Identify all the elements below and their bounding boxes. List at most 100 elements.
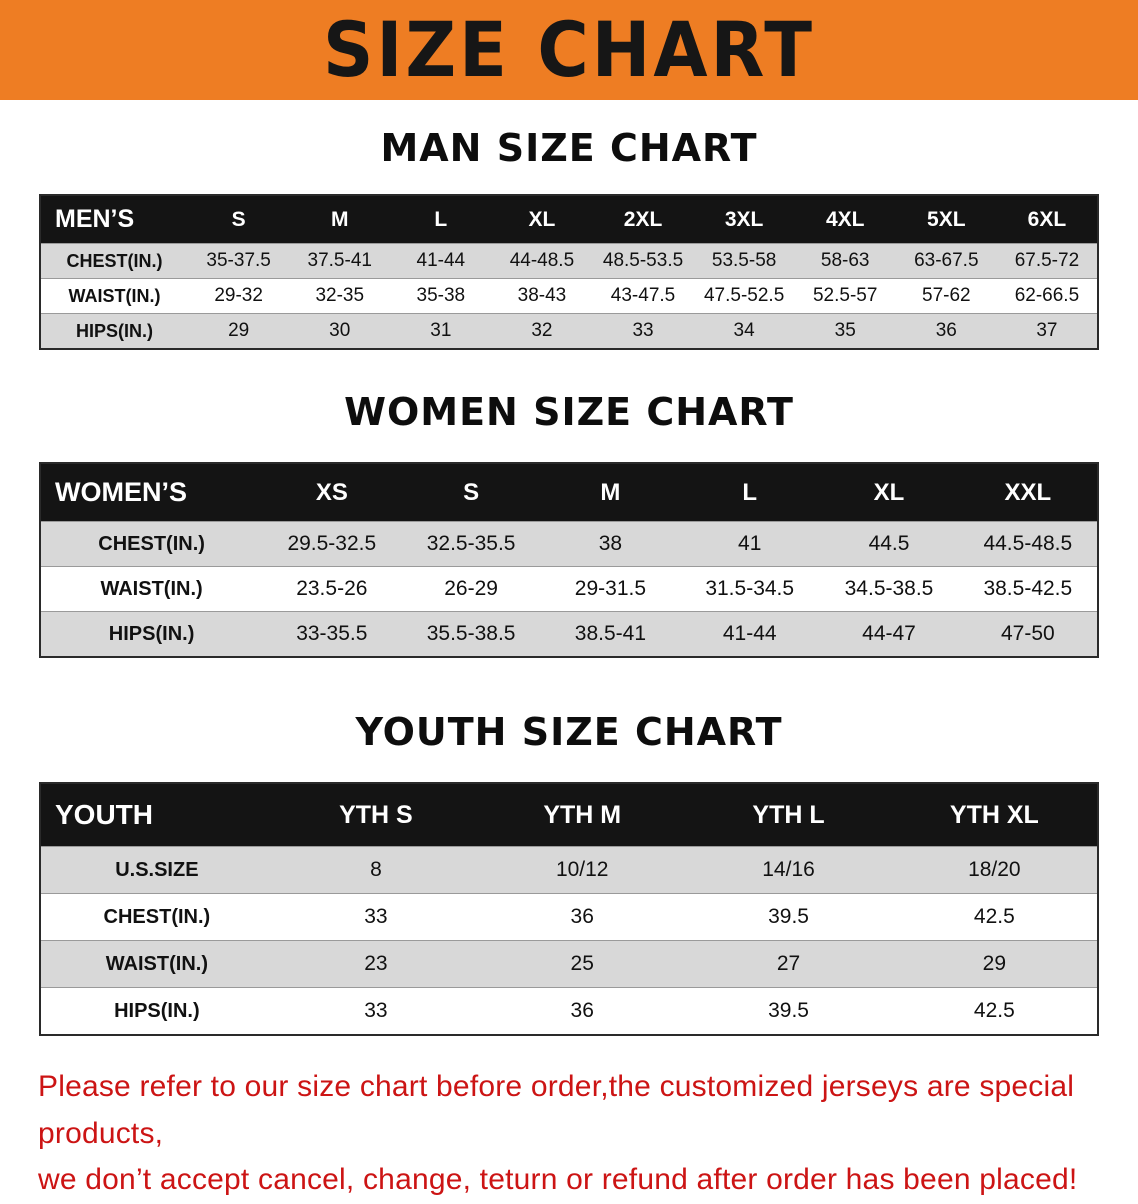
measurement-value-cell: 36 bbox=[935, 320, 957, 341]
measurement-value-cell: 44.5 bbox=[868, 532, 910, 555]
size-column-header: YTH XL bbox=[891, 783, 1098, 847]
measurement-value-cell: 67.5-72 bbox=[1014, 250, 1080, 271]
measurement-value-cell: 43-47.5 bbox=[610, 285, 676, 306]
measurement-row: HIPS(IN.) 33-35.5 35.5-38.5 38.5-41 41-44 44-… bbox=[40, 611, 1098, 657]
row-label: CHEST(IN.) bbox=[98, 532, 205, 555]
measurement-row: HIPS(IN.) 33 36 39.5 42.5 bbox=[40, 987, 1098, 1036]
measurement-value-cell: 39.5 bbox=[768, 905, 809, 928]
measurement-value-cell: 41-44 bbox=[722, 622, 777, 645]
size-column-header: L bbox=[390, 195, 492, 244]
size-column-header: YTH S bbox=[272, 783, 480, 847]
row-label: WAIST(IN.) bbox=[100, 577, 203, 600]
measurement-value-cell: 37.5-41 bbox=[307, 250, 372, 271]
measurement-value-cell: 32 bbox=[531, 320, 553, 341]
size-column-header: L bbox=[680, 463, 820, 522]
measurement-value-cell: 48.5-53.5 bbox=[602, 250, 684, 271]
man-size-table: MEN’S S M L XL 2XL 3XL 4XL 5XL 6XL CHEST(IN.) 35-37… bbox=[39, 194, 1099, 350]
measurement-value-cell: 14/16 bbox=[762, 858, 815, 881]
size-column-header: S bbox=[401, 463, 541, 522]
measurement-value-cell: 47-50 bbox=[1000, 622, 1055, 645]
measurement-value-cell: 58-63 bbox=[820, 250, 870, 271]
size-column-header: XXL bbox=[958, 463, 1098, 522]
measurement-row: CHEST(IN.) 33 36 39.5 42.5 bbox=[40, 893, 1098, 941]
measurement-row: WAIST(IN.) 23.5-26 26-29 29-31.5 31.5-34.5 34… bbox=[40, 566, 1098, 612]
row-label: CHEST(IN.) bbox=[66, 250, 163, 271]
measurement-value-cell: 26-29 bbox=[444, 577, 498, 600]
measurement-value-cell: 44-47 bbox=[862, 622, 916, 645]
row-label: WAIST(IN.) bbox=[68, 285, 161, 306]
measurement-row: CHEST(IN.) 29.5-32.5 32.5-35.5 38 41 44.5 44.5… bbox=[40, 521, 1098, 567]
youth-size-section: YOUTH SIZE CHART YOUTH YTH S YTH M YTH L YTH… bbox=[0, 710, 1138, 1036]
measurement-value-cell: 23 bbox=[364, 952, 388, 975]
measurement-value-cell: 34.5-38.5 bbox=[844, 577, 934, 600]
women-size-table: WOMEN’S XS S M L XL XXL CHEST(IN.) 29.5-32.5 32.5… bbox=[39, 462, 1099, 658]
measurement-value-cell: 57-62 bbox=[922, 285, 971, 306]
measurement-value-cell: 35-37.5 bbox=[206, 250, 271, 271]
measurement-value-cell: 52.5-57 bbox=[812, 285, 878, 306]
measurement-value-cell: 30 bbox=[329, 320, 351, 341]
measurement-value-cell: 33 bbox=[632, 320, 654, 341]
measurement-row: CHEST(IN.) 35-37.5 37.5-41 41-44 44-48.5 48.5… bbox=[40, 243, 1098, 279]
measurement-value-cell: 33 bbox=[364, 999, 388, 1022]
measurement-value-cell: 33-35.5 bbox=[296, 622, 368, 645]
measurement-value-cell: 29.5-32.5 bbox=[287, 532, 377, 555]
measurement-value-cell: 8 bbox=[370, 858, 382, 881]
youth-size-table: YOUTH YTH S YTH M YTH L YTH XL U.S.SIZE 8 10/12… bbox=[39, 782, 1099, 1036]
measurement-row: WAIST(IN.) 29-32 32-35 35-38 38-43 43-47.5 47.… bbox=[40, 278, 1098, 314]
measurement-value-cell: 29-31.5 bbox=[574, 577, 647, 600]
size-column-header: YTH M bbox=[479, 783, 686, 847]
measurement-value-cell: 35 bbox=[834, 320, 856, 341]
row-label: HIPS(IN.) bbox=[76, 320, 154, 341]
size-column-header: 2XL bbox=[592, 195, 694, 244]
measurement-value-cell: 62-66.5 bbox=[1014, 285, 1080, 306]
measurement-value-cell: 32.5-35.5 bbox=[426, 532, 516, 555]
measurement-value-cell: 27 bbox=[776, 952, 801, 975]
measurement-value-cell: 25 bbox=[570, 952, 594, 975]
measurement-value-cell: 38.5-41 bbox=[574, 622, 647, 645]
measurement-value-cell: 63-67.5 bbox=[914, 250, 979, 271]
measurement-value-cell: 41 bbox=[738, 532, 762, 555]
row-label: HIPS(IN.) bbox=[108, 622, 195, 645]
row-label: CHEST(IN.) bbox=[103, 905, 211, 928]
table-corner-label: WOMEN’S bbox=[40, 463, 263, 522]
measurement-value-cell: 31 bbox=[430, 320, 452, 341]
size-column-header: 5XL bbox=[895, 195, 997, 244]
row-label: HIPS(IN.) bbox=[114, 999, 200, 1022]
measurement-row: WAIST(IN.) 23 25 27 29 bbox=[40, 940, 1098, 988]
table-corner-label: YOUTH bbox=[40, 783, 273, 847]
measurement-value-cell: 29 bbox=[982, 952, 1007, 975]
measurement-value-cell: 34 bbox=[733, 320, 755, 341]
size-column-header: S bbox=[188, 195, 290, 244]
size-column-header: YTH L bbox=[685, 783, 892, 847]
measurement-value-cell: 42.5 bbox=[973, 905, 1015, 928]
measurement-value-cell: 44.5-48.5 bbox=[983, 532, 1073, 555]
women-size-heading: WOMEN SIZE CHART bbox=[344, 390, 794, 434]
measurement-value-cell: 33 bbox=[364, 905, 388, 928]
size-header-row: MEN’S S M L XL 2XL 3XL 4XL 5XL 6XL bbox=[40, 195, 1098, 244]
measurement-value-cell: 42.5 bbox=[973, 999, 1015, 1022]
measurement-value-cell: 38-43 bbox=[517, 285, 567, 306]
measurement-value-cell: 38.5-42.5 bbox=[983, 577, 1073, 600]
measurement-value-cell: 23.5-26 bbox=[296, 577, 368, 600]
measurement-value-cell: 53.5-58 bbox=[711, 250, 777, 271]
size-header-row: WOMEN’S XS S M L XL XXL bbox=[40, 463, 1098, 522]
measurement-value-cell: 38 bbox=[598, 532, 623, 555]
measurement-value-cell: 35-38 bbox=[416, 285, 466, 306]
measurement-value-cell: 31.5-34.5 bbox=[705, 577, 795, 600]
women-size-section: WOMEN SIZE CHART WOMEN’S XS S M L XL XXL CHEST(… bbox=[0, 390, 1138, 658]
measurement-value-cell: 47.5-52.5 bbox=[703, 285, 785, 306]
measurement-value-cell: 39.5 bbox=[768, 999, 809, 1022]
order-disclaimer: Please refer to our size chart before or… bbox=[38, 1064, 1100, 1204]
size-column-header: M bbox=[540, 463, 681, 522]
size-header-row: YOUTH YTH S YTH M YTH L YTH XL bbox=[40, 783, 1098, 847]
man-size-heading: MAN SIZE CHART bbox=[380, 126, 758, 170]
row-label: U.S.SIZE bbox=[115, 858, 199, 881]
disclaimer-line-2: we don’t accept cancel, change, teturn o… bbox=[38, 1163, 1078, 1196]
measurement-row: U.S.SIZE 8 10/12 14/16 18/20 bbox=[40, 846, 1098, 894]
size-column-header: XL bbox=[819, 463, 959, 522]
size-column-header: M bbox=[289, 195, 391, 244]
size-chart-banner: SIZE CHART bbox=[0, 0, 1138, 100]
size-column-header: XS bbox=[262, 463, 402, 522]
youth-size-heading: YOUTH SIZE CHART bbox=[355, 710, 783, 754]
man-size-section: MAN SIZE CHART MEN’S S M L XL 2XL 3XL 4XL 5XL 6XL… bbox=[0, 126, 1138, 350]
